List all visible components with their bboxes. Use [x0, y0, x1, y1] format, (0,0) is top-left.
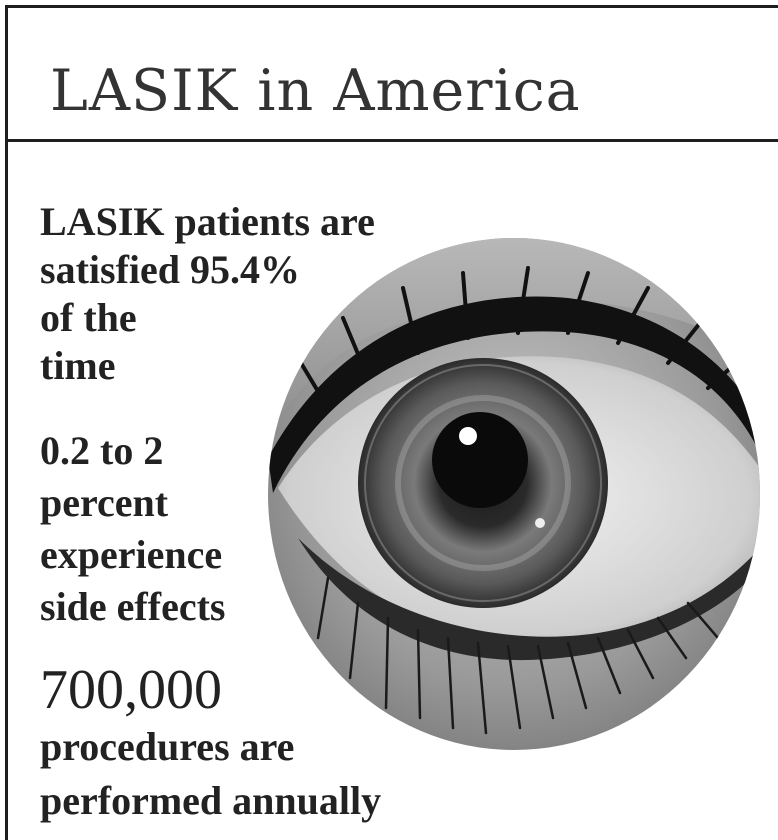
side-effects-line: percent: [40, 480, 169, 525]
upper-lash-strands: [296, 266, 755, 410]
highlight: [459, 427, 477, 445]
title-bar: [8, 8, 778, 142]
satisfaction-line: of the: [40, 295, 137, 340]
eye-icon: [268, 238, 760, 750]
side-effects-stat: 0.2 to 2 percent experience side effects: [40, 425, 225, 633]
eye-image: [268, 238, 760, 750]
procedures-line: procedures are: [40, 724, 295, 769]
procedures-number: 700,000: [40, 659, 222, 721]
lower-lash-strands: [316, 576, 720, 735]
lower-lid-line: [298, 538, 760, 661]
pupil: [432, 412, 528, 508]
upper-lashes: [268, 296, 760, 493]
procedures-line: performed annually: [40, 778, 382, 823]
upper-eyelid-skin: [268, 238, 760, 438]
satisfaction-stat: LASIK patients are satisfied 95.4% of th…: [40, 198, 375, 390]
procedures-stat: 700,000 procedures are performed annuall…: [40, 660, 381, 828]
page-title: LASIK in America: [50, 58, 581, 124]
satisfaction-line: time: [40, 343, 116, 388]
satisfaction-line: satisfied 95.4%: [40, 247, 300, 292]
side-effects-line: experience: [40, 532, 223, 577]
satisfaction-line: LASIK patients are: [40, 199, 375, 244]
side-effects-line: side effects: [40, 584, 226, 629]
side-effects-line: 0.2 to 2: [40, 428, 164, 473]
